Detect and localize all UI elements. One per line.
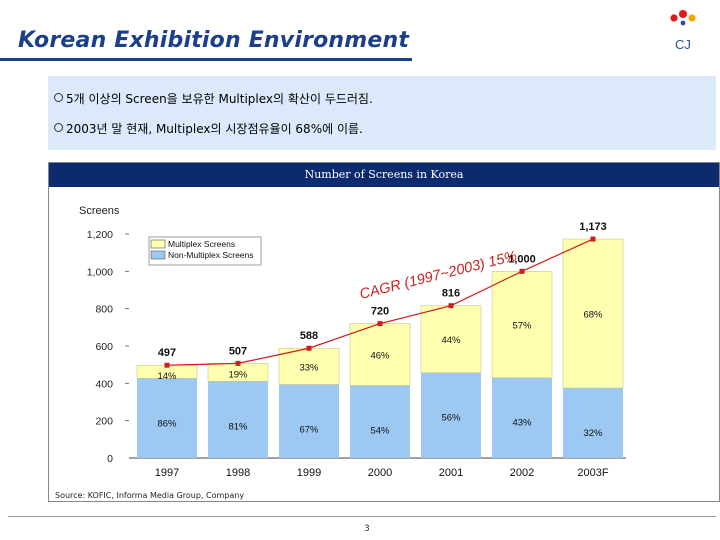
bar-non-multiplex <box>279 384 339 458</box>
bar-multiplex <box>562 238 624 389</box>
total-point <box>448 303 454 309</box>
multiplex-share-label: 57% <box>512 321 532 332</box>
x-tick-label: 1999 <box>297 467 321 479</box>
legend-swatch-non-multiplex <box>150 250 166 260</box>
total-label: 816 <box>442 288 460 300</box>
bar-non-multiplex <box>137 378 197 458</box>
legend-label-non-multiplex: Non-Multiplex Screens <box>168 250 254 260</box>
y-tick-label: 800 <box>95 304 113 316</box>
y-tick-label: 400 <box>95 378 113 390</box>
non-multiplex-share-label: 56% <box>441 413 461 424</box>
bar-multiplex <box>278 347 340 385</box>
logo-text: CJ <box>675 37 691 52</box>
source-note: Source: KOFIC, Informa Media Group, Comp… <box>55 491 245 500</box>
bar-non-multiplex <box>350 385 410 458</box>
title-underline <box>0 58 412 61</box>
cj-logo-icon: CJ <box>670 10 696 52</box>
screens-chart: 0 200 400 600 800 1,000 1,200 1997 14% 86% 497 1998… <box>79 205 626 479</box>
bar-non-multiplex <box>492 377 552 458</box>
total-label: 507 <box>229 345 247 357</box>
chart-title: Number of Screens in Korea <box>49 163 719 187</box>
bullet-text: 5개 이상의 Screen을 보유한 Multiplex의 확산이 두드러짐. <box>66 92 373 106</box>
multiplex-share-label: 33% <box>299 362 319 373</box>
chart-panel: Number of Screens in Korea 0 200 400 600 800… <box>48 162 720 502</box>
total-point <box>377 321 383 327</box>
non-multiplex-share-label: 54% <box>370 425 390 436</box>
x-tick-label: 2002 <box>510 467 534 479</box>
logo-dot-orange <box>688 14 696 22</box>
page-number: 3 <box>364 524 370 534</box>
legend-swatch-multiplex <box>150 239 166 249</box>
multiplex-share-label: 14% <box>157 371 177 382</box>
x-tick-label: 1998 <box>226 467 250 479</box>
non-multiplex-share-label: 67% <box>299 424 319 435</box>
total-label: 497 <box>158 347 176 359</box>
total-point <box>235 360 241 366</box>
bullet-marker-icon <box>54 93 63 102</box>
bar-non-multiplex <box>208 381 268 458</box>
footer-divider <box>8 516 716 517</box>
total-label: 1,000 <box>508 253 536 265</box>
total-point <box>590 236 596 242</box>
bar-multiplex <box>349 323 411 386</box>
bar-non-multiplex <box>563 388 623 458</box>
legend-label-multiplex: Multiplex Screens <box>168 239 235 249</box>
logo-dot-blue <box>680 20 686 26</box>
total-point <box>519 268 525 274</box>
bullet-item: 5개 이상의 Screen을 보유한 Multiplex의 확산이 두드러짐. <box>54 90 373 107</box>
bullet-item: 2003년 말 현재, Multiplex의 시장점유율이 68%에 이름. <box>54 120 363 137</box>
non-multiplex-share-label: 32% <box>583 428 603 439</box>
bullet-panel: 5개 이상의 Screen을 보유한 Multiplex의 확산이 두드러짐. … <box>48 76 716 150</box>
legend: Multiplex Screens Non-Multiplex Screens <box>148 236 262 266</box>
total-label: 1,173 <box>579 221 607 233</box>
non-multiplex-share-label: 81% <box>228 421 248 432</box>
y-axis-label: Screens <box>79 205 120 217</box>
x-tick-label: 1997 <box>155 467 179 479</box>
total-label: 588 <box>300 330 318 342</box>
x-tick-label: 2001 <box>439 467 463 479</box>
total-point <box>164 362 170 368</box>
bar-multiplex <box>420 305 482 373</box>
total-label: 720 <box>371 306 389 318</box>
multiplex-share-label: 19% <box>228 369 248 380</box>
x-tick-label: 2003F <box>577 467 608 479</box>
y-tick-label: 1,000 <box>87 266 113 278</box>
multiplex-share-label: 44% <box>441 335 461 346</box>
non-multiplex-share-label: 86% <box>157 418 177 429</box>
bar-non-multiplex <box>421 372 481 458</box>
bullet-text: 2003년 말 현재, Multiplex의 시장점유율이 68%에 이름. <box>66 122 363 136</box>
bullet-marker-icon <box>54 123 63 132</box>
y-tick-label: 200 <box>95 416 113 428</box>
multiplex-share-label: 46% <box>370 350 390 361</box>
y-tick-label: 600 <box>95 341 113 353</box>
non-multiplex-share-label: 43% <box>512 418 532 429</box>
y-tick-label: 1,200 <box>87 229 113 241</box>
logo-dot-red <box>679 10 687 18</box>
logo-dot-red-2 <box>670 14 678 22</box>
legend-box <box>148 236 262 266</box>
x-tick-label: 2000 <box>368 467 392 479</box>
multiplex-share-label: 68% <box>583 310 603 321</box>
page-title: Korean Exhibition Environment <box>18 28 410 53</box>
total-point <box>306 345 312 351</box>
y-tick-label: 0 <box>107 453 113 465</box>
